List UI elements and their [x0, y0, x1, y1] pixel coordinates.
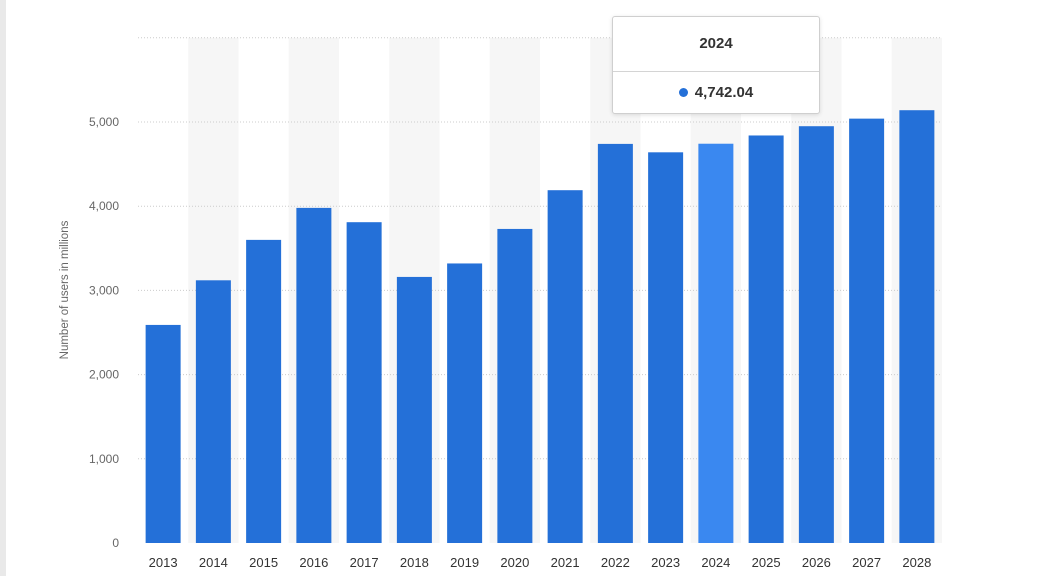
bar-2024 — [698, 143, 734, 544]
x-tick-label: 2019 — [450, 555, 479, 570]
x-tick-label: 2021 — [551, 555, 580, 570]
x-tick-label: 2027 — [852, 555, 881, 570]
y-tick-label: 3,000 — [89, 283, 119, 297]
bar-2026 — [798, 126, 834, 544]
x-tick-label: 2028 — [902, 555, 931, 570]
x-tick-label: 2020 — [500, 555, 529, 570]
bar-2022 — [597, 143, 633, 543]
y-tick-label: 5,000 — [89, 115, 119, 129]
tooltip-value: 4,742.04 — [694, 84, 754, 101]
x-tick-label: 2017 — [350, 555, 379, 570]
x-tick-label: 2023 — [651, 555, 680, 570]
y-tick-label: 1,000 — [89, 452, 119, 466]
y-axis-label: Number of users in millions — [59, 220, 71, 359]
y-tick-label: 4,000 — [89, 199, 119, 213]
bar-2016 — [296, 207, 332, 543]
x-tick-label: 2016 — [299, 555, 328, 570]
bar-2014 — [195, 280, 231, 543]
bar-2025 — [748, 135, 784, 544]
x-axis-ticks: 2013 2014 2015 2016 2017 2018 2019 2020 2021 2022… — [149, 555, 932, 570]
x-tick-label: 2026 — [802, 555, 831, 570]
tooltip: 2024 4,742.04 — [612, 16, 820, 114]
left-edge-strip — [0, 0, 6, 576]
x-tick-label: 2013 — [149, 555, 178, 570]
bar-2017 — [346, 222, 382, 543]
x-tick-label: 2022 — [601, 555, 630, 570]
bars — [145, 110, 935, 544]
bar-2018 — [396, 276, 432, 543]
x-tick-label: 2014 — [199, 555, 228, 570]
x-tick-label: 2015 — [249, 555, 278, 570]
bar-2015 — [246, 239, 282, 543]
x-tick-label: 2018 — [400, 555, 429, 570]
y-tick-label: 2,000 — [89, 368, 119, 382]
bar-2027 — [849, 118, 885, 543]
bar-2013 — [145, 324, 181, 543]
x-tick-label: 2024 — [701, 555, 730, 570]
tooltip-year: 2024 — [613, 17, 819, 72]
x-tick-label: 2025 — [752, 555, 781, 570]
y-tick-label: 0 — [112, 536, 119, 550]
bar-2020 — [497, 228, 533, 543]
series-dot-icon — [678, 88, 688, 97]
bar-2028 — [899, 110, 935, 543]
bar-2019 — [447, 263, 483, 543]
y-axis-ticks: 0 1,000 2,000 3,000 4,000 5,000 — [89, 115, 119, 550]
bar-2023 — [648, 152, 684, 543]
tooltip-value-row: 4,742.04 — [613, 72, 819, 113]
bar-2021 — [547, 190, 583, 543]
